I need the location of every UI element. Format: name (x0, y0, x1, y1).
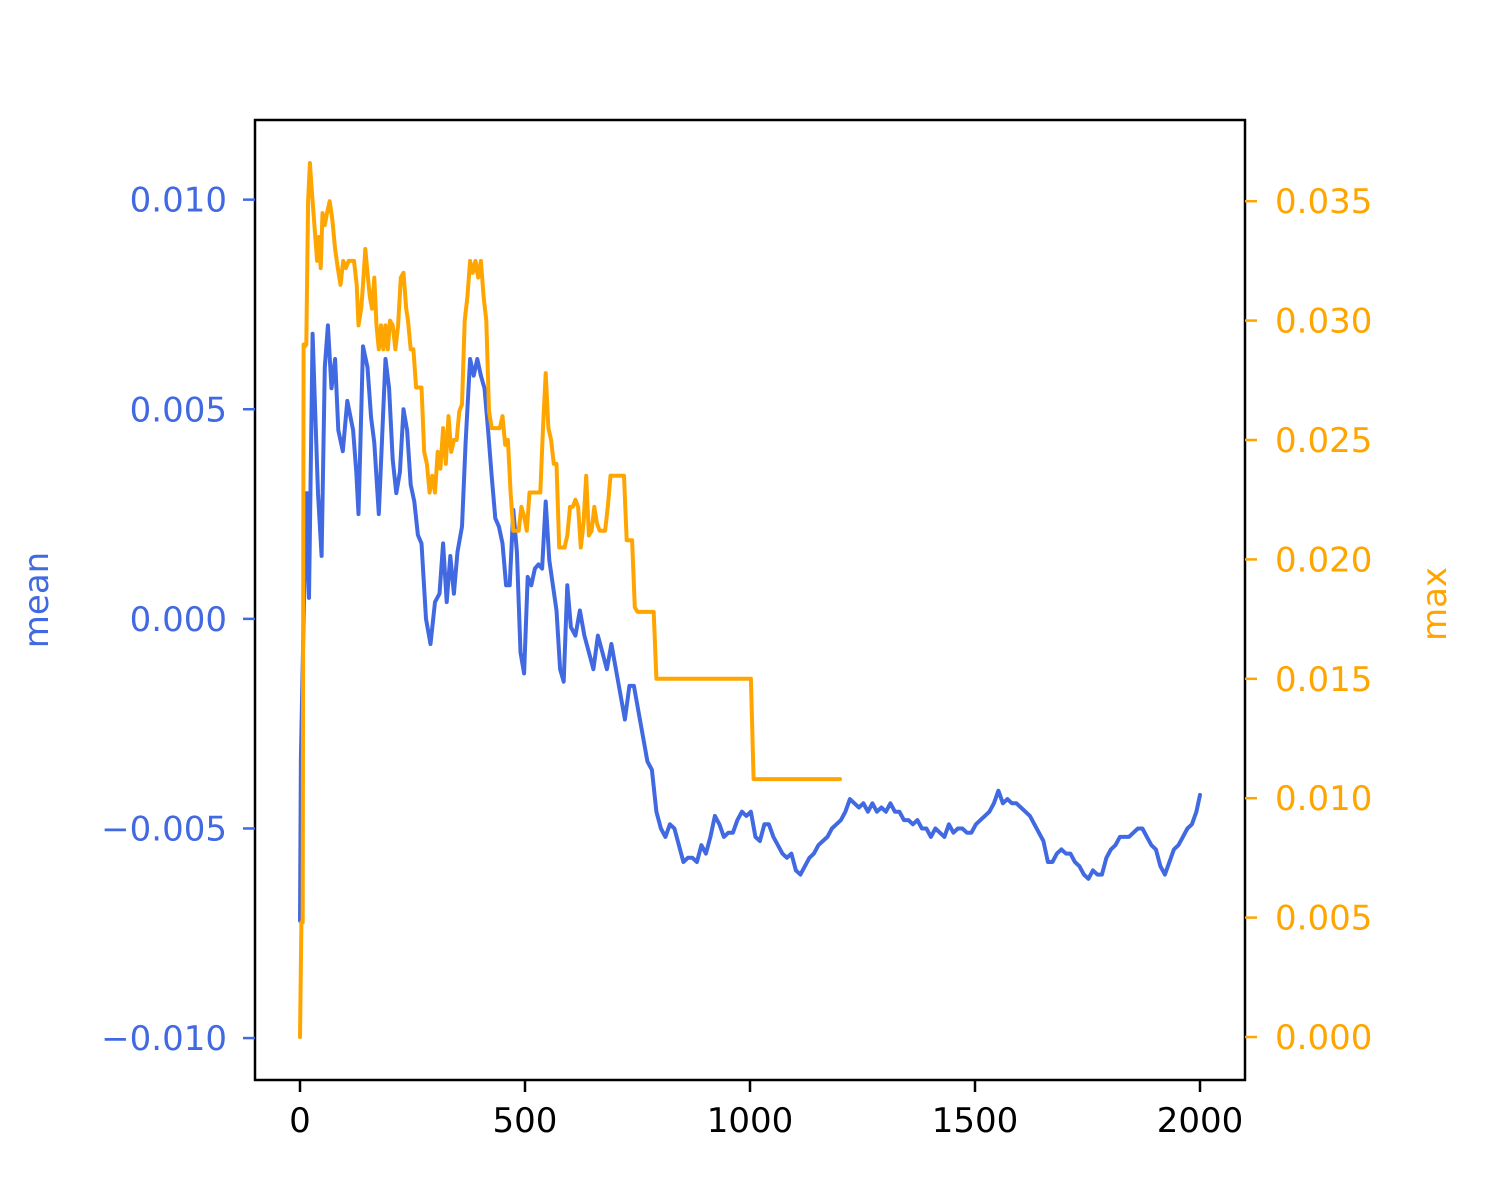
right-y-axis: 0.000 0.005 0.010 0.015 0.020 0.025 0.030 0.035 (1245, 182, 1372, 1058)
right-y-tick-label: 0.000 (1275, 1018, 1372, 1058)
right-axis-title: max (1415, 567, 1455, 641)
right-y-tick-label: 0.010 (1275, 779, 1372, 819)
left-y-tick-label: −0.010 (101, 1019, 227, 1059)
x-tick-label: 500 (493, 1101, 558, 1141)
x-tick-label: 1500 (932, 1101, 1019, 1141)
left-y-axis: −0.010 −0.005 0.000 0.005 0.010 (101, 181, 255, 1059)
x-tick-label: 1000 (707, 1101, 794, 1141)
left-y-tick-label: 0.010 (130, 181, 227, 221)
left-axis-title: mean (17, 552, 57, 648)
max-series-line (298, 161, 842, 1039)
right-y-tick-label: 0.035 (1275, 182, 1372, 222)
mean-series-line (298, 323, 1202, 923)
left-y-tick-label: −0.005 (101, 809, 227, 849)
x-axis: 0 500 1000 1500 2000 (289, 1080, 1243, 1141)
right-y-tick-label: 0.025 (1275, 421, 1372, 461)
x-tick-label: 0 (289, 1101, 311, 1141)
x-tick-label: 2000 (1157, 1101, 1244, 1141)
left-y-tick-label: 0.000 (130, 600, 227, 640)
right-y-tick-label: 0.015 (1275, 660, 1372, 700)
series-layer (298, 161, 1202, 1039)
plot-frame (253, 118, 1247, 1082)
right-y-tick-label: 0.005 (1275, 899, 1372, 939)
right-y-tick-label: 0.030 (1275, 302, 1372, 342)
right-y-tick-label: 0.020 (1275, 540, 1372, 580)
left-y-tick-label: 0.005 (130, 390, 227, 430)
